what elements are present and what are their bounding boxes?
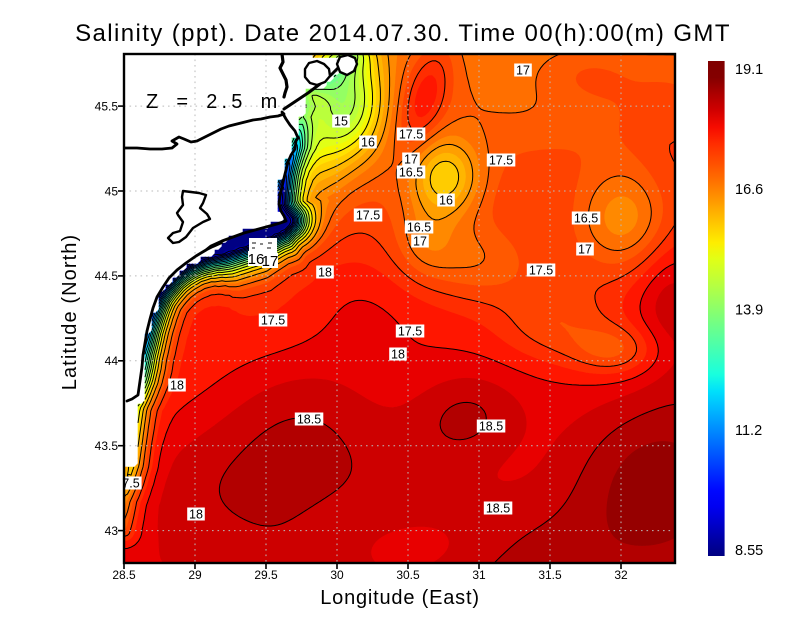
svg-text:17: 17 <box>413 235 427 249</box>
svg-text:43: 43 <box>105 524 119 538</box>
svg-text:18: 18 <box>189 508 203 522</box>
svg-text:16: 16 <box>439 194 453 208</box>
svg-text:18: 18 <box>170 379 184 393</box>
svg-text:Z = 2.5 m: Z = 2.5 m <box>146 91 281 113</box>
svg-text:45: 45 <box>105 184 119 198</box>
svg-text:17.5: 17.5 <box>356 209 380 223</box>
svg-text:16: 16 <box>248 251 265 268</box>
svg-text:19.1: 19.1 <box>735 62 763 78</box>
svg-text:43.5: 43.5 <box>95 439 119 453</box>
svg-text:Latitude (North): Latitude (North) <box>59 234 81 391</box>
svg-text:18.5: 18.5 <box>486 502 510 516</box>
svg-text:45.5: 45.5 <box>95 99 119 113</box>
svg-text:44: 44 <box>105 354 119 368</box>
svg-text:16.5: 16.5 <box>407 221 431 235</box>
svg-text:31: 31 <box>472 568 486 582</box>
svg-text:13.9: 13.9 <box>735 303 763 319</box>
svg-text:17.5: 17.5 <box>261 314 285 328</box>
svg-text:17: 17 <box>404 153 418 167</box>
svg-text:11.2: 11.2 <box>735 423 762 439</box>
svg-text:17: 17 <box>262 253 279 270</box>
svg-text:18: 18 <box>318 266 332 280</box>
svg-text:18.5: 18.5 <box>479 420 503 434</box>
svg-text:18: 18 <box>391 348 405 362</box>
svg-text:16.6: 16.6 <box>735 182 763 198</box>
svg-text:16.5: 16.5 <box>399 166 423 180</box>
svg-text:8.55: 8.55 <box>735 543 763 559</box>
svg-text:17.5: 17.5 <box>398 325 422 339</box>
svg-text:Salinity (ppt). Date 2014.07.3: Salinity (ppt). Date 2014.07.30. Time 00… <box>75 20 731 47</box>
svg-text:29: 29 <box>188 568 202 582</box>
svg-text:16: 16 <box>361 136 375 150</box>
svg-text:44.5: 44.5 <box>95 269 119 283</box>
svg-text:28.5: 28.5 <box>112 568 136 582</box>
svg-text:29.5: 29.5 <box>254 568 278 582</box>
svg-text:31.5: 31.5 <box>538 568 562 582</box>
svg-text:17.5: 17.5 <box>399 128 423 142</box>
svg-text:17: 17 <box>578 243 592 257</box>
svg-text:16.5: 16.5 <box>574 212 598 226</box>
svg-text:17.5: 17.5 <box>489 154 513 168</box>
svg-text:30: 30 <box>330 568 344 582</box>
svg-text:32: 32 <box>614 568 628 582</box>
svg-text:30.5: 30.5 <box>396 568 420 582</box>
svg-text:17.5: 17.5 <box>529 264 553 278</box>
svg-text:18.5: 18.5 <box>297 413 321 427</box>
svg-text:15: 15 <box>334 115 348 129</box>
svg-text:17: 17 <box>516 64 530 78</box>
svg-text:Longitude (East): Longitude (East) <box>320 587 480 609</box>
svg-text:7.5: 7.5 <box>122 477 139 491</box>
